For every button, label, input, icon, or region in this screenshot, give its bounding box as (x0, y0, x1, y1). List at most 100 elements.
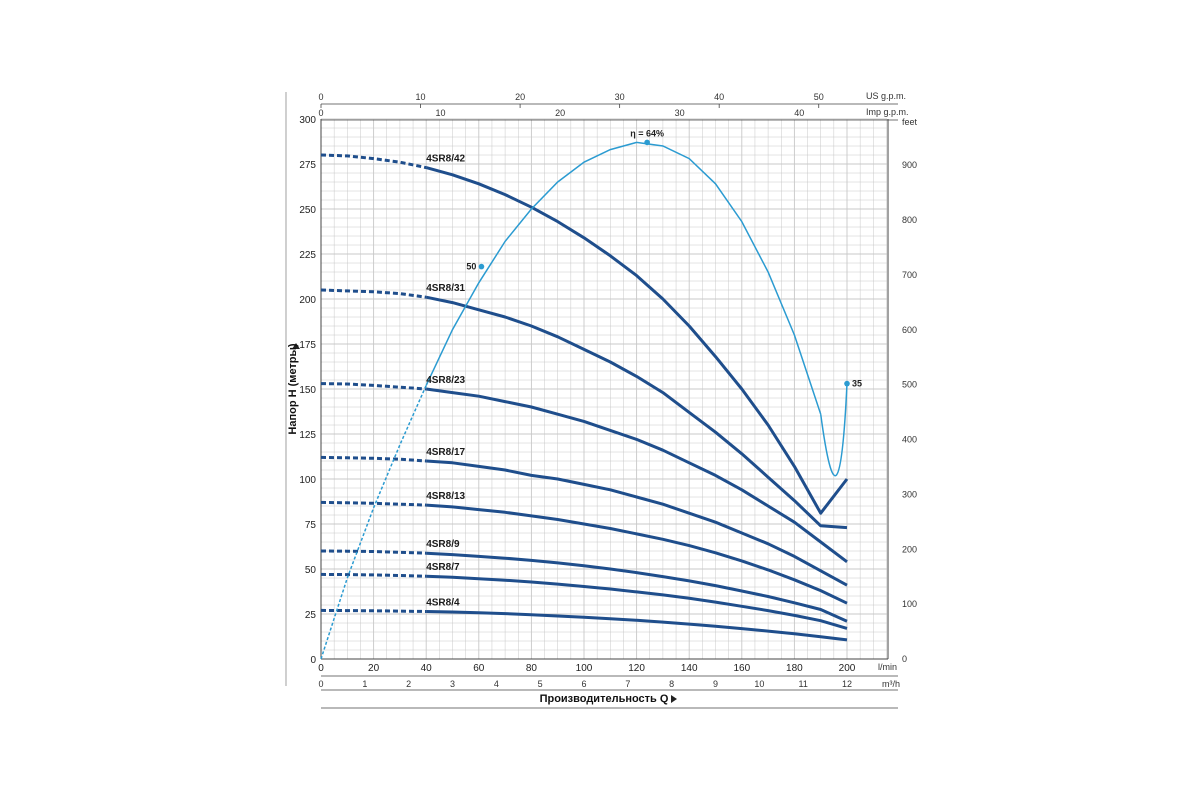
pump-curve-dashed-4SR8/4 (320, 608, 427, 613)
x-tick-label-lmin: 180 (786, 663, 803, 674)
x-tick-label-m3h: 3 (450, 679, 455, 689)
x-tick-label-impgpm: 10 (436, 108, 446, 118)
x-tick-label-impgpm: 0 (318, 108, 323, 118)
y-tick-label: 300 (299, 115, 316, 126)
x-tick-label-lmin: 40 (421, 663, 433, 674)
x-unit-usgpm: US g.p.m. (866, 91, 906, 101)
efficiency-label: 50 (466, 262, 476, 272)
x-tick-label-impgpm: 30 (675, 108, 685, 118)
x-tick-label-m3h: 7 (625, 679, 630, 689)
y-tick-label: 225 (299, 250, 316, 261)
pump-curve-dashed-4SR8/13 (320, 500, 427, 507)
chart-ticks: 0255075100125150175200225250275300010020… (299, 92, 917, 689)
x-tick-label-m3h: 9 (713, 679, 718, 689)
y-tick-label-feet: 800 (902, 215, 917, 225)
efficiency-curve (425, 141, 822, 415)
x-tick-label-lmin: 0 (318, 663, 324, 674)
x-tick-label-usgpm: 20 (515, 92, 525, 102)
curve-label: 4SR8/7 (426, 562, 460, 573)
x-tick-label-usgpm: 10 (416, 92, 426, 102)
x-unit-lmin: l/min (878, 662, 897, 672)
x-tick-label-m3h: 4 (494, 679, 499, 689)
efficiency-curve-end (819, 383, 848, 477)
x-tick-label-impgpm: 20 (555, 108, 565, 118)
x-tick-label-lmin: 140 (681, 663, 698, 674)
curve-label: 4SR8/31 (426, 283, 465, 294)
x-tick-label-m3h: 0 (318, 679, 323, 689)
y-tick-label-feet: 200 (902, 544, 917, 554)
pump-curve-dashed-4SR8/17 (320, 455, 427, 463)
y-tick-label: 125 (299, 430, 316, 441)
y-tick-label: 0 (310, 655, 316, 666)
curve-label: 4SR8/17 (426, 447, 465, 458)
efficiency-point (644, 139, 650, 146)
curve-label: 4SR8/23 (426, 375, 465, 386)
pump-curve-4SR8/42 (425, 166, 849, 515)
y-tick-label: 100 (299, 475, 316, 486)
y-tick-label: 250 (299, 205, 316, 216)
x-tick-label-lmin: 200 (839, 663, 856, 674)
chart-labels: Напор H (метры) Производительность Q l/m… (287, 91, 918, 705)
x-tick-label-lmin: 80 (526, 663, 538, 674)
pump-curve-dashed-4SR8/9 (320, 549, 427, 555)
x-tick-label-usgpm: 40 (714, 92, 724, 102)
x-tick-label-m3h: 1 (362, 679, 367, 689)
y-unit-feet: feet (902, 117, 918, 127)
x-tick-label-lmin: 100 (576, 663, 593, 674)
curve-label: 4SR8/9 (426, 539, 460, 550)
y-tick-label-feet: 400 (902, 435, 917, 445)
x-tick-label-usgpm: 50 (814, 92, 824, 102)
x-axis-arrow-icon (671, 695, 677, 703)
x-tick-label-m3h: 12 (842, 679, 852, 689)
pump-curve-4SR8/13 (426, 503, 848, 605)
efficiency-point (478, 263, 485, 270)
x-tick-label-usgpm: 0 (318, 92, 323, 102)
efficiency-label: 35 (852, 379, 862, 389)
pump-curve-dashed-4SR8/31 (320, 288, 427, 299)
x-tick-label-m3h: 6 (581, 679, 586, 689)
efficiency-label: η = 64% (630, 128, 664, 138)
y-axis-arrow-icon (292, 343, 300, 349)
pump-curve-dashed-4SR8/42 (320, 153, 427, 170)
pump-curve-dashed-4SR8/7 (320, 572, 427, 578)
pump-curve-4SR8/17 (426, 459, 848, 587)
y-tick-label: 275 (299, 160, 316, 171)
y-tick-label: 25 (305, 610, 317, 621)
chart-curves (320, 139, 850, 660)
x-tick-label-lmin: 120 (628, 663, 645, 674)
y-tick-label-feet: 0 (902, 654, 907, 664)
x-tick-label-m3h: 8 (669, 679, 674, 689)
x-unit-m3h: m³/h (882, 679, 900, 689)
curve-label: 4SR8/13 (426, 491, 465, 502)
x-tick-label-m3h: 5 (538, 679, 543, 689)
pump-curve-4SR8/7 (426, 574, 848, 630)
x-tick-label-lmin: 160 (733, 663, 750, 674)
curve-label: 4SR8/4 (426, 597, 460, 608)
chart-grid (320, 118, 887, 660)
y-tick-label: 75 (305, 520, 317, 531)
chart-axes (285, 92, 898, 709)
x-tick-label-m3h: 10 (754, 679, 764, 689)
x-tick-label-m3h: 11 (798, 679, 807, 689)
y-axis-label: Напор H (метры) (287, 343, 299, 434)
pump-curve-4SR8/31 (425, 295, 848, 530)
pump-curve-4SR8/4 (426, 610, 848, 642)
y-tick-label-feet: 600 (902, 325, 917, 335)
y-tick-label: 175 (299, 340, 316, 351)
x-axis-label: Производительность Q (540, 693, 669, 705)
y-tick-label: 50 (305, 565, 317, 576)
y-tick-label-feet: 100 (902, 599, 917, 609)
efficiency-point (844, 380, 850, 387)
x-tick-label-impgpm: 40 (794, 108, 804, 118)
y-tick-label: 200 (299, 295, 316, 306)
x-tick-label-lmin: 20 (368, 663, 380, 674)
x-tick-label-m3h: 2 (406, 679, 411, 689)
y-tick-label-feet: 700 (902, 270, 917, 280)
x-tick-label-lmin: 60 (473, 663, 485, 674)
x-unit-impgpm: Imp g.p.m. (866, 107, 909, 117)
pump-curve-dashed-4SR8/23 (320, 382, 427, 391)
y-tick-label-feet: 900 (902, 160, 917, 170)
pump-curve-4SR8/23 (425, 387, 848, 563)
x-tick-label-usgpm: 30 (615, 92, 625, 102)
